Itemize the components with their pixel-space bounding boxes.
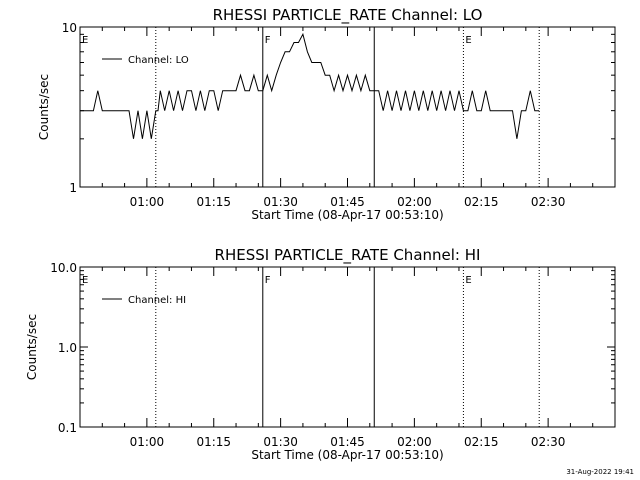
- panel-2-event-marker-label: E: [465, 275, 471, 286]
- panel-1-series-line: [80, 32, 540, 139]
- panel-2-legend-label: Channel: HI: [128, 295, 186, 306]
- panel-2-x-tick-label: 01:45: [330, 435, 365, 449]
- panel-2-plot-frame: [79, 266, 616, 428]
- panel-1-y-axis-label: Counts/sec: [37, 74, 51, 140]
- panel-1-chart-title: RHESSI PARTICLE_RATE Channel: LO: [213, 6, 483, 25]
- panel-1-plot-frame: [79, 26, 616, 188]
- panel-1-x-tick-label: 01:30: [263, 195, 298, 209]
- panel-2-x-tick-label: 02:00: [397, 435, 432, 449]
- panel-1-y-tick-label: 10: [62, 21, 77, 35]
- panel-1-y-tick-label: 1: [69, 181, 77, 195]
- panel-1-x-tick-label: 02:30: [531, 195, 566, 209]
- panel-1-x-tick-label: 02:15: [464, 195, 499, 209]
- panel-1-event-marker-label: F: [265, 35, 271, 46]
- panel-2-x-axis-label: Start Time (08-Apr-17 00:53:10): [251, 448, 443, 462]
- panel-1-x-tick-label: 01:00: [130, 195, 165, 209]
- panel-1-event-marker-label: E: [82, 35, 88, 46]
- panel-1-legend-label: Channel: LO: [128, 55, 189, 66]
- panel-2-y-tick-label: 1.0: [58, 341, 77, 355]
- panel-2-event-marker-label: E: [82, 275, 88, 286]
- panel-2-chart-title: RHESSI PARTICLE_RATE Channel: HI: [215, 246, 481, 265]
- footer-timestamp: 31-Aug-2022 19:41: [566, 468, 634, 476]
- panel-2-x-tick-label: 02:15: [464, 435, 499, 449]
- panel-1-x-tick-label: 01:15: [196, 195, 231, 209]
- panel-2-event-marker-label: F: [265, 275, 271, 286]
- panel-2-x-tick-label: 01:15: [196, 435, 231, 449]
- panel-2-x-tick-label: 01:30: [263, 435, 298, 449]
- panel-1-x-tick-label: 01:45: [330, 195, 365, 209]
- panel-1-x-axis-label: Start Time (08-Apr-17 00:53:10): [251, 208, 443, 222]
- panel-2-y-tick-label: 0.1: [58, 421, 77, 435]
- panel-1-x-tick-label: 02:00: [397, 195, 432, 209]
- panel-1-event-marker-label: E: [465, 35, 471, 46]
- panel-2-y-axis-label: Counts/sec: [25, 314, 39, 380]
- panel-2-x-tick-label: 01:00: [130, 435, 165, 449]
- panel-2-y-tick-label: 10.0: [50, 261, 77, 275]
- panel-2-x-tick-label: 02:30: [531, 435, 566, 449]
